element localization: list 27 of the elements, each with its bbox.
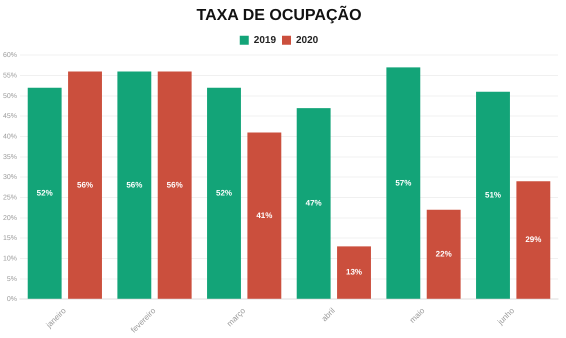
data-label: 52% bbox=[216, 188, 232, 198]
bar bbox=[207, 88, 241, 299]
data-label: 41% bbox=[256, 210, 272, 220]
bar bbox=[386, 67, 420, 299]
data-label: 56% bbox=[77, 180, 94, 190]
data-label: 56% bbox=[126, 180, 142, 190]
data-label: 29% bbox=[525, 235, 542, 244]
bar bbox=[476, 92, 510, 299]
data-label: 47% bbox=[306, 198, 322, 208]
data-label: 57% bbox=[395, 178, 412, 188]
bar bbox=[158, 71, 192, 299]
bar bbox=[117, 71, 152, 299]
bar bbox=[516, 181, 550, 299]
data-label: 56% bbox=[166, 180, 183, 190]
bar bbox=[68, 71, 102, 299]
chart-title: TAXA DE OCUPAÇÃO bbox=[196, 5, 362, 24]
bar bbox=[247, 132, 282, 299]
bar bbox=[337, 246, 371, 299]
bar bbox=[296, 108, 331, 299]
legend-label: 2020 bbox=[296, 34, 319, 46]
data-label: 52% bbox=[36, 188, 53, 198]
bar bbox=[28, 88, 62, 299]
data-label: 51% bbox=[484, 190, 501, 200]
data-label: 22% bbox=[436, 249, 452, 258]
bar bbox=[426, 210, 461, 299]
data-label: 13% bbox=[346, 268, 362, 277]
legend-label: 2019 bbox=[254, 34, 276, 46]
